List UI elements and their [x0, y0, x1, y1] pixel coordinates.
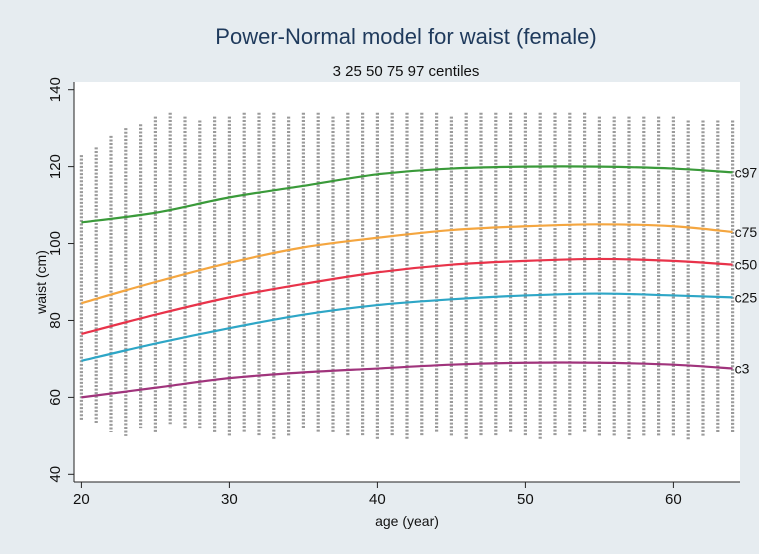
- scatter-points: [79, 112, 735, 440]
- centile-line-c25: [81, 292, 733, 362]
- y-tick-label: 60: [47, 389, 64, 406]
- centile-line-c75: [81, 223, 733, 305]
- x-tick-label: 30: [221, 491, 238, 508]
- centile-labels: c97 c75 c50 c25 c3: [735, 164, 758, 376]
- centile-label-c97: c97: [735, 164, 758, 180]
- centile-lines: [81, 165, 733, 399]
- y-tick-label: 40: [47, 466, 64, 483]
- x-axis-label: age (year): [375, 513, 439, 529]
- centile-label-c50: c50: [735, 257, 758, 273]
- y-tick-label: 140: [47, 77, 64, 102]
- chart-subtitle: 3 25 50 75 97 centiles: [333, 63, 480, 80]
- centile-label-c3: c3: [735, 361, 750, 377]
- chart-title: Power-Normal model for waist (female): [215, 24, 596, 49]
- centile-line-c97: [81, 165, 733, 224]
- x-tick-label: 20: [73, 491, 90, 508]
- x-tick-label: 40: [369, 491, 386, 508]
- centile-line-c3: [81, 361, 733, 399]
- centile-label-c25: c25: [735, 289, 758, 305]
- y-tick-label: 100: [47, 231, 64, 256]
- y-tick-label: 120: [47, 154, 64, 179]
- centile-line-c50: [81, 257, 733, 335]
- centile-label-c75: c75: [735, 224, 758, 240]
- axes: 20 30 40 50 60 40 60 80 100 120 140: [47, 77, 740, 508]
- y-axis-label: waist (cm): [33, 250, 49, 315]
- x-tick-label: 50: [517, 491, 534, 508]
- y-tick-label: 80: [47, 312, 64, 329]
- x-tick-label: 60: [665, 491, 682, 508]
